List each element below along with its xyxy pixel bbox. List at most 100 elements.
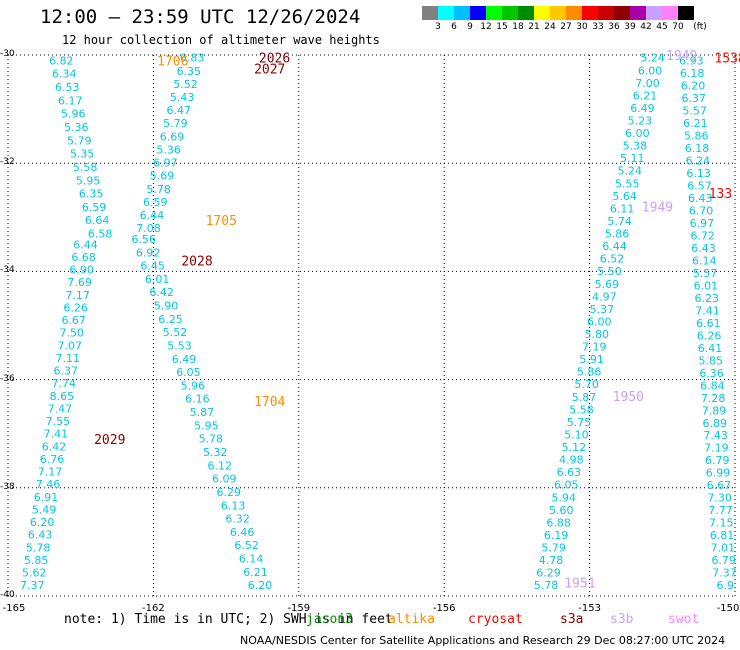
wave-height-value: 6.11 (610, 202, 635, 215)
wave-height-value: 4.78 (539, 554, 564, 567)
pass-time-label: 2026 (259, 52, 290, 67)
wave-height-value: 7.17 (38, 466, 63, 479)
wave-height-value: 7.00 (635, 77, 660, 90)
wave-height-value: 6.67 (707, 479, 732, 492)
longitude-label: -156 (432, 603, 456, 614)
wave-height-value: 5.43 (170, 91, 195, 104)
longitude-label: -159 (287, 603, 311, 614)
wave-height-value: 6.53 (55, 81, 80, 94)
wave-height-value: 6.68 (71, 251, 96, 264)
wave-height-value: 6.36 (699, 367, 724, 380)
wave-height-value: 5.57 (682, 104, 707, 117)
color-swatch (422, 6, 438, 20)
wave-height-value: 5.69 (595, 278, 620, 291)
color-swatch (534, 6, 550, 20)
color-scale-label: 33 (592, 22, 604, 32)
wave-height-value: 7.46 (36, 478, 61, 491)
satellite-legend-item: swot (668, 612, 700, 627)
wave-height-value: 6.47 (167, 104, 192, 117)
altimeter-track: 6.826.346.536.175.965.365.795.355.585.95… (49, 54, 112, 240)
pass-time-label: 1706 (157, 54, 188, 69)
wave-height-value: 5.95 (76, 174, 101, 187)
latitude-label: -34 (0, 265, 15, 276)
wave-height-value: 5.62 (22, 567, 47, 580)
color-swatch (470, 6, 486, 20)
wave-height-value: 7.01 (711, 542, 736, 555)
wave-height-value: 6.56 (131, 233, 156, 246)
wave-height-value: 5.86 (577, 366, 602, 379)
wave-height-value: 7.55 (46, 415, 71, 428)
wave-height-value: 5.85 (24, 554, 49, 567)
wave-height-value: 5.32 (203, 446, 228, 459)
wave-height-value: 6.46 (230, 526, 255, 539)
wave-height-value: 7.69 (67, 276, 92, 289)
wave-height-value: 6.59 (143, 196, 168, 209)
wave-height-value: 6.70 (689, 204, 714, 217)
wave-height-value: 4.98 (559, 454, 584, 467)
page-title: 12:00 — 23:59 UTC 12/26/2024 (40, 6, 361, 28)
wave-height-value: 6.44 (602, 240, 627, 253)
wave-height-value: 7.19 (704, 442, 729, 455)
wave-height-value: 7.74 (52, 377, 77, 390)
wave-height-value: 6.37 (54, 365, 79, 378)
wave-height-value: 5.58 (73, 161, 98, 174)
wave-height-value: 4.97 (592, 290, 617, 303)
wave-height-value: 5.70 (574, 378, 599, 391)
latitude-label: -40 (0, 590, 15, 600)
wave-height-value: 8.65 (50, 390, 75, 403)
wave-height-value: 7.37 (20, 579, 45, 592)
wave-height-value: 5.24 (640, 52, 665, 65)
wave-height-value: 6.01 (694, 279, 719, 292)
wave-height-value: 6.82 (49, 54, 74, 67)
wave-height-value: 6.25 (158, 313, 183, 326)
wave-height-value: 5.75 (567, 416, 592, 429)
color-scale-label: 70 (672, 22, 684, 32)
wave-height-value: 5.95 (194, 419, 219, 432)
latitude-label: -32 (0, 157, 15, 168)
wave-height-value: 6.59 (82, 201, 107, 214)
wave-height-value: 6.58 (88, 228, 113, 241)
wave-height-value: 5.35 (70, 148, 95, 161)
satellite-legend-item: jason3 (306, 612, 353, 627)
pass-time-label: 2027 (254, 63, 285, 78)
wave-height-value: 6.44 (73, 238, 98, 251)
wave-height-value: 6.42 (42, 440, 67, 453)
wave-height-value: 5.57 (693, 267, 718, 280)
credit-line: NOAA/NESDIS Center for Satellite Applica… (240, 634, 726, 647)
wave-height-value: 5.50 (597, 265, 622, 278)
wave-height-value: 6.49 (630, 102, 655, 115)
wave-height-value: 6.21 (633, 89, 658, 102)
longitude-label: -165 (2, 603, 26, 614)
wave-height-value: 5.79 (541, 542, 566, 555)
wave-height-value: 6.72 (690, 229, 715, 242)
color-swatch (566, 6, 582, 20)
wave-height-value: 5.94 (552, 491, 577, 504)
wave-height-value: 6.89 (703, 417, 728, 430)
wave-height-value: 7.77 (708, 504, 733, 517)
wave-height-value: 6.61 (696, 317, 721, 330)
wave-height-value: 6.29 (216, 486, 241, 499)
wave-height-value: 6.05 (554, 479, 579, 492)
wave-height-value: 5.52 (173, 78, 198, 91)
wave-height-value: 5.37 (590, 303, 615, 316)
color-scale-label: 12 (480, 22, 492, 32)
wave-height-value: 6.20 (681, 79, 706, 92)
wave-height-value: 6.45 (140, 260, 165, 273)
wave-height-value: 5.74 (607, 215, 632, 228)
wave-height-value: 6.69 (160, 130, 185, 143)
color-scale-bar (422, 6, 694, 20)
wave-height-value: 5.96 (181, 379, 206, 392)
wave-height-value: 6.99 (706, 467, 731, 480)
pass-time-label: 1949 (642, 200, 673, 215)
wave-height-value: 6.92 (136, 246, 161, 259)
color-scale-label: 27 (560, 22, 572, 32)
longitude-label: -153 (578, 603, 601, 614)
wave-height-value: 7.50 (59, 327, 84, 340)
color-swatch (454, 6, 470, 20)
wave-height-value: 6.67 (61, 314, 86, 327)
pass-time-label: 1950 (613, 390, 644, 405)
pass-time-label: 2029 (94, 433, 125, 448)
color-swatch (486, 6, 502, 20)
color-swatch (678, 6, 694, 20)
color-swatch (598, 6, 614, 20)
